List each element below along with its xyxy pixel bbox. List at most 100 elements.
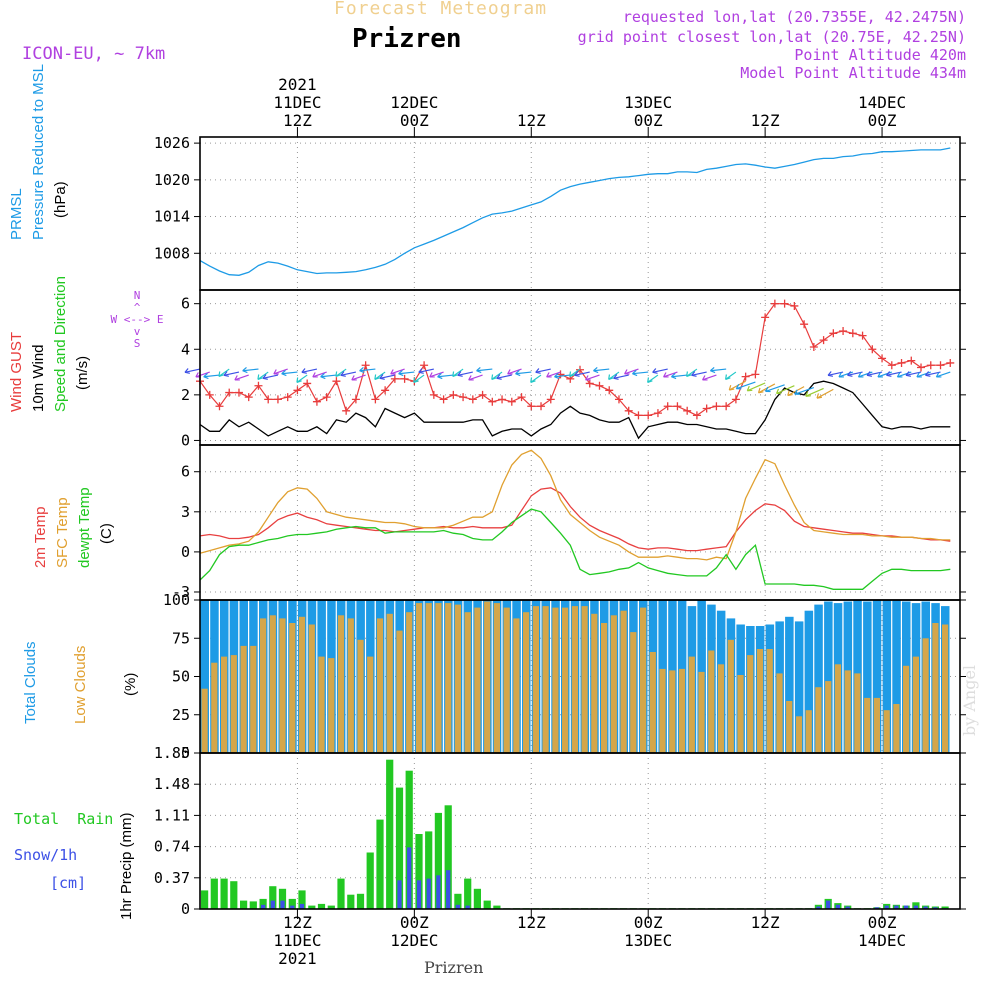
wind-arrow <box>765 384 785 392</box>
snow-bar <box>816 906 821 909</box>
wind-arrow-head <box>312 372 318 378</box>
low-cloud-bar <box>756 649 764 753</box>
wind-arrow-head <box>218 371 224 377</box>
low-cloud-bar <box>864 697 871 753</box>
wind-arrow-head <box>351 375 357 381</box>
total-cloud-bar <box>804 610 814 753</box>
ytick-label-precip: 0.74 <box>154 838 190 856</box>
meteogram-title: Forecast Meteogram <box>334 0 548 19</box>
gust-marker <box>459 393 468 402</box>
wind-arrow-head <box>652 368 658 374</box>
wind-arrow <box>647 374 659 383</box>
snow-bar <box>933 907 938 909</box>
gust-marker <box>761 313 770 322</box>
rain-bar <box>941 906 949 909</box>
low-cloud-bar <box>250 645 257 753</box>
wind-arrow-head <box>491 374 497 380</box>
gust-marker <box>478 390 487 399</box>
wind-arrow <box>624 368 639 375</box>
snow-bar <box>884 905 889 909</box>
wind-arrow <box>608 371 620 380</box>
xtick-label-bottom: 12DEC <box>390 931 438 950</box>
wind-arrow <box>223 371 240 376</box>
gust-marker <box>439 395 448 404</box>
xtick-label-top: 12Z <box>751 111 780 130</box>
ytick-label-temp: 6 <box>181 463 190 481</box>
rain-bar <box>317 903 326 909</box>
rain-bar <box>288 898 296 909</box>
wind-arrow <box>273 368 288 375</box>
wind-arrow-head <box>776 388 782 395</box>
wind-arrow <box>916 371 931 378</box>
gust-marker <box>848 329 857 338</box>
rain-bar <box>337 878 345 909</box>
ytick-label-precip: 0.37 <box>154 869 190 887</box>
low-cloud-bar <box>503 607 510 753</box>
wind-arrow <box>203 374 220 378</box>
low-cloud-bar <box>815 687 822 753</box>
low-cloud-bar <box>932 623 939 753</box>
low-cloud-bar <box>552 607 559 753</box>
low-cloud-bar <box>240 645 247 753</box>
wind-arrow <box>468 374 483 381</box>
low-cloud-bar <box>435 603 442 753</box>
gust-marker <box>273 395 282 404</box>
wind-arrow <box>312 371 327 378</box>
precip-rain-label: Total Rain <box>14 810 114 828</box>
gust-marker <box>624 406 633 415</box>
wind-arrow <box>491 371 503 380</box>
wind-arrow <box>546 371 561 378</box>
wind-arrow-head <box>757 387 764 394</box>
xtick-label-bottom: 12Z <box>751 913 780 932</box>
wind-arrow-head <box>429 372 435 378</box>
low-cloud-bar <box>513 618 520 753</box>
gust-marker <box>644 411 653 420</box>
wind-arrow <box>257 371 269 380</box>
low-cloud-bar <box>942 624 949 753</box>
wind-arrow <box>925 371 941 376</box>
gust-marker <box>488 397 497 406</box>
gust-marker <box>527 402 536 411</box>
rain-bar <box>249 901 257 909</box>
ytick-label-clouds: 100 <box>163 591 190 609</box>
wind-arrow <box>691 371 707 376</box>
xtick-label-bottom: 14DEC <box>858 931 906 950</box>
wind-arrow-head <box>535 368 541 374</box>
rain-bar <box>395 787 404 909</box>
wind-arrow-head <box>896 372 903 378</box>
rain-bar <box>269 886 277 909</box>
wind-arrow <box>390 368 405 375</box>
gust-marker <box>293 386 302 395</box>
rain-bar <box>327 905 335 909</box>
pressure-line <box>199 147 951 276</box>
wind-arrow <box>262 374 279 379</box>
gust-marker <box>400 374 409 383</box>
snow-bar <box>290 905 295 909</box>
gust-marker <box>673 402 682 411</box>
wind-arrow-head <box>398 369 404 377</box>
wind-arrow <box>507 368 522 375</box>
wind-arrow <box>476 368 493 372</box>
wind-arrow-head <box>413 377 419 383</box>
gust-marker <box>215 402 224 411</box>
compass: N ^ W <--> E v S <box>92 290 182 350</box>
precip-snow-label: Snow/1h <box>14 846 78 864</box>
rain-bar <box>356 893 365 909</box>
wind-arrow <box>554 374 571 378</box>
wind-arrow <box>452 368 464 377</box>
model-altitude: Model Point Altitude 434m <box>740 64 966 82</box>
snow-bar <box>923 906 928 909</box>
wind-arrow-head <box>608 374 614 380</box>
wind-arrow <box>725 371 737 380</box>
compass-row: W <--> E <box>110 313 164 326</box>
gust-marker <box>878 354 887 363</box>
low-cloud-bar <box>318 656 325 753</box>
ytick-label-clouds: 75 <box>172 629 190 647</box>
low-cloud-bar <box>688 656 695 753</box>
gust-marker <box>595 381 604 390</box>
ytick-label-temp: 0 <box>181 543 190 561</box>
wind-arrow-head <box>257 374 263 380</box>
low-cloud-bar <box>844 670 851 753</box>
compass-s: S <box>133 337 141 350</box>
wind-arrow-head <box>725 374 731 380</box>
